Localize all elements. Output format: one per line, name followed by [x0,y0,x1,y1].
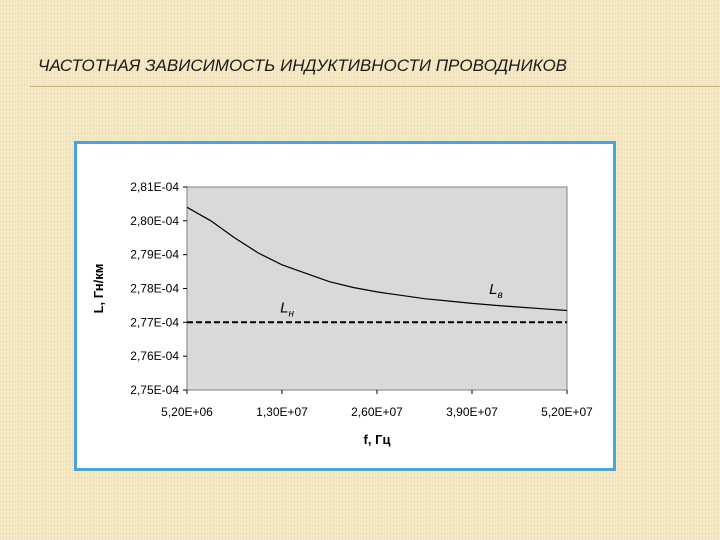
plot-area [186,186,568,391]
x-tick-label: 2,60E+07 [351,405,403,419]
y-tick-label: 2,81E-04 [130,180,179,194]
series-layer [186,206,568,324]
title-divider [30,86,720,87]
y-tick-label: 2,80E-04 [130,214,179,228]
y-axis-label: L, Гн/км [91,264,106,314]
y-tick-label: 2,75E-04 [130,383,179,397]
x-tick-label: 5,20E+06 [161,405,213,419]
x-tick-label: 1,30E+07 [256,405,308,419]
series-label-lv: Lв [489,281,503,301]
slide-title: ЧАСТОТНАЯ ЗАВИСИМОСТЬ ИНДУКТИВНОСТИ ПРОВ… [38,56,568,75]
y-tick-label: 2,76E-04 [130,349,179,363]
y-tick-label: 2,78E-04 [130,282,179,296]
series-line-lv [186,206,568,312]
y-tick-label: 2,79E-04 [130,248,179,262]
series-label-ln: Lн [280,299,294,319]
y-axis-ticks: 2,81E-04 2,80E-04 2,79E-04 2,78E-04 2,77E-04… [130,180,187,397]
x-axis-label: f, Гц [364,432,391,447]
x-tick-label: 5,20E+07 [541,405,593,419]
chart-frame: 2,81E-04 2,80E-04 2,79E-04 2,78E-04 2,77E-04… [74,141,616,471]
x-axis-ticks: 5,20E+06 1,30E+07 2,60E+07 3,90E+07 5,20E+07 [161,390,593,419]
y-tick-label: 2,77E-04 [130,315,179,329]
inductance-frequency-chart: 2,81E-04 2,80E-04 2,79E-04 2,78E-04 2,77E-04… [91,180,593,447]
x-tick-label: 3,90E+07 [446,405,498,419]
